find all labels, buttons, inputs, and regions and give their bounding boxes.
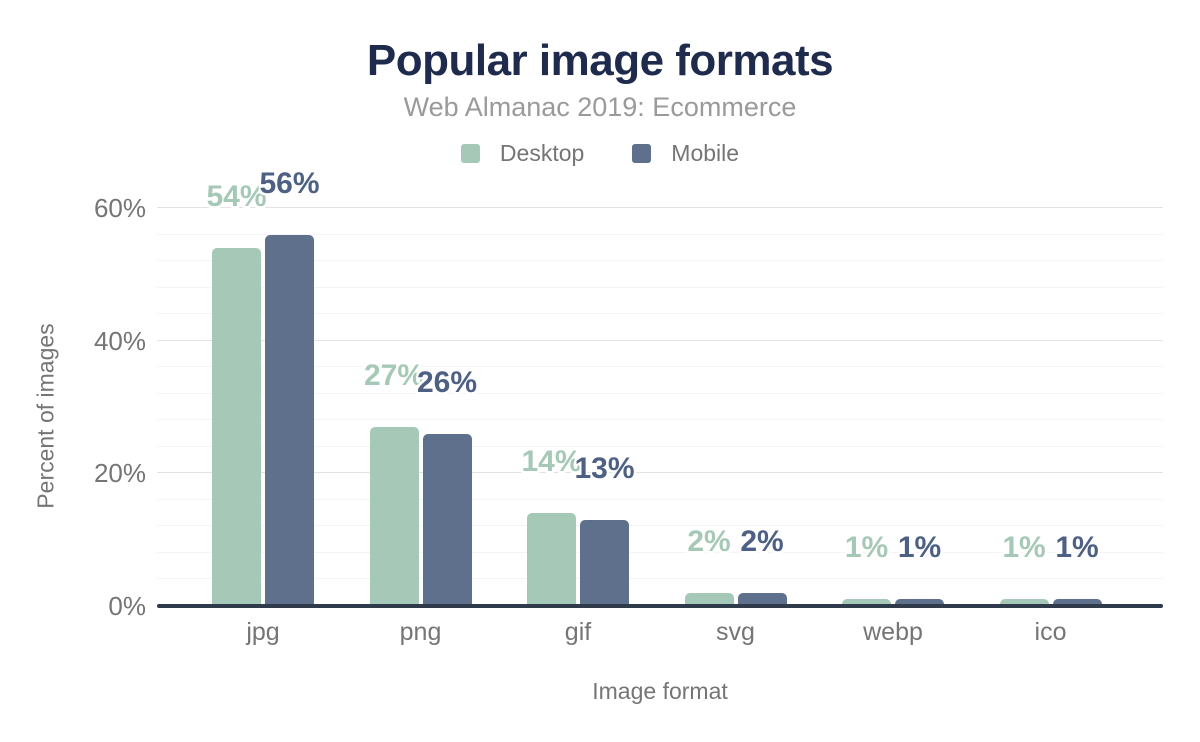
y-tick-40: 40%: [93, 325, 146, 356]
legend-swatch-mobile: [632, 144, 652, 163]
chart-subtitle: Web Almanac 2019: Ecommerce: [403, 92, 797, 122]
gridline-minor-52: [157, 260, 1163, 262]
legend-item-mobile[interactable]: Mobile: [632, 140, 739, 167]
bar-label-desktop-svg: 2%: [687, 524, 731, 558]
bar-label-desktop-ico: 1%: [1002, 531, 1046, 565]
plot-area: 54% 27% 14% 2% 1% 1% 56% 26% 13% 2% 1% 1%: [157, 167, 1163, 608]
gridline-minor-32: [157, 392, 1163, 394]
bar-mobile-gif[interactable]: [580, 519, 629, 606]
bar-mobile-ico[interactable]: [1052, 599, 1102, 606]
gridline-minor-8: [157, 551, 1163, 553]
x-axis-line: [157, 604, 1163, 608]
legend-label-desktop: Desktop: [499, 140, 585, 166]
x-tick-png: png: [399, 618, 442, 646]
bar-mobile-png[interactable]: [422, 433, 472, 606]
gridline-minor-28: [157, 419, 1163, 421]
x-tick-webp: webp: [863, 618, 923, 646]
bar-label-desktop-jpg: 54%: [206, 179, 267, 213]
gridline-minor-44: [157, 313, 1163, 315]
gridline-minor-16: [157, 498, 1163, 500]
bar-mobile-webp[interactable]: [895, 599, 944, 606]
bar-label-mobile-gif: 13%: [574, 451, 635, 485]
gridline-major-40: [157, 339, 1163, 341]
gridline-minor-4: [157, 578, 1163, 580]
x-tick-svg: svg: [716, 618, 755, 646]
x-tick-gif: gif: [564, 618, 592, 646]
legend: Desktop Mobile: [0, 140, 1200, 167]
bar-label-mobile-ico: 1%: [1055, 531, 1099, 565]
x-axis-title: Image format: [592, 678, 728, 704]
y-tick-0: 0%: [108, 591, 146, 621]
x-tick-ico: ico: [1034, 618, 1067, 646]
bar-desktop-svg[interactable]: [684, 592, 734, 606]
bar-mobile-svg[interactable]: [737, 592, 787, 606]
bar-mobile-jpg[interactable]: [265, 234, 314, 606]
gridline-minor-56: [157, 233, 1163, 235]
bar-label-desktop-webp: 1%: [844, 531, 889, 565]
gridline-major-20: [157, 472, 1163, 474]
bar-desktop-webp[interactable]: [842, 599, 891, 606]
bar-label-mobile-svg: 2%: [740, 524, 784, 558]
legend-swatch-desktop: [460, 144, 480, 163]
bar-desktop-png[interactable]: [369, 426, 419, 606]
bar-label-mobile-png: 26%: [416, 365, 478, 399]
chart-title: Popular image formats: [366, 36, 834, 85]
gridline-minor-12: [157, 525, 1163, 527]
y-tick-60: 60%: [93, 193, 146, 223]
bar-label-mobile-jpg: 56%: [259, 166, 320, 200]
legend-label-mobile: Mobile: [671, 140, 740, 166]
legend-item-desktop[interactable]: Desktop: [460, 140, 585, 167]
bar-label-desktop-png: 27%: [363, 358, 425, 392]
bar-desktop-ico[interactable]: [999, 599, 1049, 606]
gridline-minor-36: [157, 366, 1163, 368]
bar-label-desktop-gif: 14%: [521, 445, 582, 479]
bar-desktop-gif[interactable]: [527, 513, 576, 606]
y-tick-20: 20%: [93, 458, 146, 489]
x-tick-jpg: jpg: [246, 618, 280, 646]
bar-label-mobile-webp: 1%: [897, 531, 942, 565]
bar-desktop-jpg[interactable]: [212, 247, 261, 606]
gridline-major-60: [157, 207, 1163, 208]
gridline-minor-24: [157, 445, 1163, 447]
gridline-minor-48: [157, 286, 1163, 288]
